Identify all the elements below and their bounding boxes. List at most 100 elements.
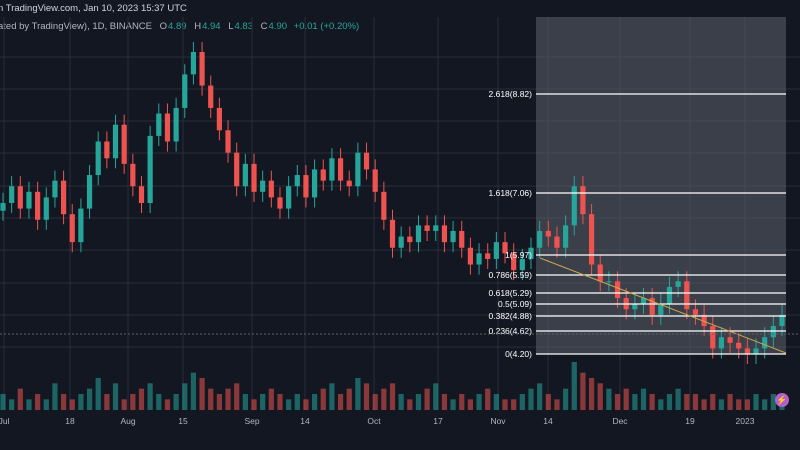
fib-level-label: 0.5(5.09): [498, 299, 532, 309]
candle-body: [43, 197, 49, 220]
candle-body: [476, 253, 482, 265]
open-label: O: [159, 21, 168, 32]
candle-body: [692, 309, 699, 315]
volume-bar: [640, 388, 647, 410]
volume-bar: [415, 394, 422, 410]
candle-body: [337, 158, 344, 181]
candle-body: [130, 163, 136, 187]
lightning-icon[interactable]: ⚡: [775, 393, 789, 407]
volume-bar: [753, 394, 759, 410]
volume-bar: [303, 399, 309, 410]
candle-body: [537, 230, 543, 248]
candle-body: [355, 152, 361, 187]
volume-bar: [459, 394, 465, 410]
volume-bar: [182, 383, 188, 410]
volume-bar: [597, 383, 603, 410]
candle-body: [190, 52, 197, 75]
fib-level-label: 0.236(4.62): [489, 326, 533, 336]
volume-bar: [69, 399, 75, 410]
volume-bar: [623, 388, 629, 410]
candle-body: [138, 186, 145, 203]
volume-bar: [104, 394, 110, 410]
fib-level-label: 0(4.20): [505, 349, 532, 359]
x-tick-label: Nov: [490, 416, 506, 426]
candle-body: [303, 175, 309, 198]
candle-body: [701, 314, 707, 327]
fib-level-label: 2.618(8.82): [489, 89, 533, 99]
candle-body: [580, 186, 586, 215]
volume-bar: [208, 388, 214, 410]
volume-bar: [17, 388, 23, 410]
volume-bar: [164, 399, 171, 410]
candle-body: [744, 348, 750, 354]
candles: [0, 41, 785, 365]
candle-body: [234, 152, 240, 187]
candle-body: [225, 130, 231, 153]
candle-body: [216, 107, 222, 131]
volume-bar: [9, 399, 15, 410]
fib-levels[interactable]: 2.618(8.82) 1.618(7.06) 1(5.97) 0.786(5.59)…: [489, 89, 786, 359]
volume-bar: [268, 388, 274, 410]
candle-body: [294, 175, 300, 187]
volume-bar: [242, 394, 248, 410]
volume-bar: [684, 394, 690, 410]
candle-body: [95, 141, 101, 176]
volume-bar: [537, 383, 543, 410]
candle-body: [86, 175, 93, 209]
volume-bar: [441, 394, 448, 410]
x-tick-label: 18: [65, 416, 75, 426]
candle-body: [433, 225, 439, 231]
x-tick-label: 15: [178, 416, 188, 426]
ohlc-legend: ated by TradingView), 1D, BINANCE O4.89 …: [0, 21, 359, 32]
trendline[interactable]: [539, 257, 787, 354]
candle-body: [121, 124, 127, 164]
candle-body: [112, 124, 119, 159]
candle-body: [493, 242, 499, 259]
candle-body: [519, 258, 525, 271]
volume-bar: [286, 399, 292, 410]
candle-body: [17, 186, 23, 209]
x-tick-label: 14: [543, 416, 553, 426]
candle-body: [450, 230, 456, 243]
candle-body: [164, 113, 171, 142]
volume-bar: [130, 394, 136, 410]
volume-bar: [35, 394, 41, 410]
candle-body: [588, 214, 595, 265]
candle-body: [614, 281, 621, 299]
candle-body: [718, 337, 725, 349]
volume-bar: [355, 378, 361, 410]
volume-bar: [450, 399, 456, 410]
candle-body: [182, 74, 188, 108]
volume-bar: [277, 394, 283, 410]
volume-bar: [26, 399, 32, 410]
candle-body: [242, 163, 248, 187]
x-tick-label: Aug: [120, 416, 135, 426]
volume-bar: [545, 394, 551, 410]
candle-body: [69, 214, 75, 243]
x-tick-label: 17: [433, 416, 443, 426]
candle-body: [398, 236, 404, 248]
volume-bar: [363, 383, 370, 410]
volume-bar: [173, 394, 179, 410]
x-tick-label: 19: [685, 416, 695, 426]
volume-bar: [407, 399, 413, 410]
candle-body: [415, 225, 422, 243]
candle-body: [268, 180, 274, 198]
volume-bar: [632, 394, 638, 410]
volume-bar: [138, 388, 145, 410]
volume-bar: [675, 388, 681, 410]
volume-bar: [606, 388, 612, 410]
candle-body: [173, 107, 179, 142]
candle-body: [389, 219, 396, 248]
volume-bar: [190, 372, 197, 410]
volume-bar: [60, 394, 67, 410]
volume-bar: [588, 378, 595, 410]
volume-bar: [337, 394, 344, 410]
chart-header: n TradingView.com, Jan 10, 2023 15:37 UT…: [0, 0, 800, 38]
volume-bar: [312, 394, 318, 410]
volume-bar: [78, 394, 84, 410]
high-value: 4.94: [202, 21, 221, 32]
volume-bars: [0, 362, 785, 410]
candle-body: [779, 314, 785, 327]
